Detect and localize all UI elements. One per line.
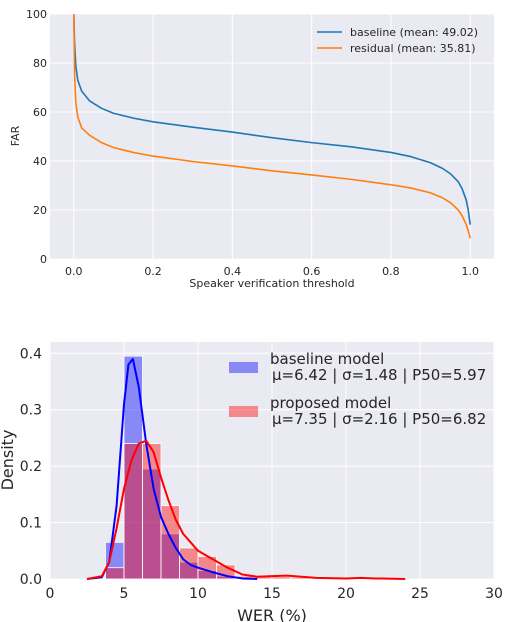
wer-x-tick-6: 30 (485, 586, 503, 602)
wer-y-ticks: 0.0 0.1 0.2 0.3 0.4 (20, 346, 42, 588)
wer-kde-line-0 (86, 357, 258, 580)
far-y-tick-2: 40 (33, 155, 47, 168)
far-series-line-1 (72, 13, 471, 239)
far-x-tick-2: 0.4 (224, 265, 242, 278)
far-x-tick-1: 0.2 (144, 265, 162, 278)
wer-legend-name-0: baseline model (270, 350, 384, 368)
far-y-tick-5: 100 (26, 8, 47, 21)
far-y-ticks: 0 20 40 60 80 100 (26, 8, 47, 266)
far-y-tick-1: 20 (33, 204, 47, 217)
far-plot-area (50, 14, 494, 259)
wer-y-axis-label: Density (0, 430, 17, 491)
wer-legend-swatch-0 (229, 362, 258, 373)
far-x-tick-3: 0.6 (303, 265, 321, 278)
wer-bar-1-10 (271, 576, 291, 580)
wer-legend-name-1: proposed model (270, 394, 391, 412)
wer-bar-1-4 (160, 505, 180, 580)
far-chart: 0.0 0.2 0.4 0.6 0.8 1.0 0 20 40 60 80 100 Speaker … (9, 8, 494, 290)
far-legend-label-1: residual (mean: 35.81) (350, 42, 476, 55)
wer-x-tick-3: 15 (263, 586, 281, 602)
wer-x-tick-4: 20 (337, 586, 355, 602)
wer-bar-1-2 (123, 443, 143, 580)
wer-y-tick-2: 0.2 (20, 459, 42, 475)
far-series-line-0 (72, 13, 472, 225)
wer-legend-stats-1: μ=7.35 | σ=2.16 | P50=6.82 (272, 410, 486, 428)
wer-x-tick-5: 25 (411, 586, 429, 602)
wer-bar-1-1 (105, 567, 125, 580)
wer-bar-1-3 (142, 443, 162, 580)
wer-kde-lines (86, 357, 406, 580)
wer-kde-line-1 (86, 439, 406, 580)
far-legend-label-0: baseline (mean: 49.02) (350, 26, 478, 39)
wer-x-tick-1: 5 (120, 586, 129, 602)
wer-y-tick-4: 0.4 (20, 346, 42, 362)
wer-x-axis-label: WER (%) (237, 606, 307, 622)
wer-x-ticks: 0 5 10 15 20 25 30 (46, 586, 503, 602)
far-y-tick-0: 0 (40, 253, 47, 266)
far-legend: baseline (mean: 49.02) residual (mean: 35… (317, 26, 478, 55)
far-y-tick-3: 60 (33, 106, 47, 119)
far-x-axis-label: Speaker verification threshold (189, 277, 354, 290)
far-x-tick-4: 0.8 (382, 265, 400, 278)
wer-y-tick-0: 0.0 (20, 572, 42, 588)
wer-y-tick-3: 0.3 (20, 403, 42, 419)
far-y-tick-4: 80 (33, 57, 47, 70)
wer-chart: 0 5 10 15 20 25 30 0.0 0.1 0.2 0.3 0.4 WER (%) Den… (0, 342, 503, 622)
wer-x-tick-0: 0 (46, 586, 55, 602)
far-grid (50, 13, 494, 260)
far-x-tick-5: 1.0 (461, 265, 479, 278)
far-y-axis-label: FAR (9, 125, 22, 146)
wer-x-tick-2: 10 (189, 586, 207, 602)
far-x-tick-0: 0.0 (65, 265, 83, 278)
wer-legend-stats-0: μ=6.42 | σ=1.48 | P50=5.97 (272, 366, 486, 384)
far-lines (72, 13, 472, 239)
wer-legend-swatch-1 (229, 406, 258, 417)
wer-y-tick-1: 0.1 (20, 516, 42, 532)
far-x-ticks: 0.0 0.2 0.4 0.6 0.8 1.0 (65, 265, 479, 278)
